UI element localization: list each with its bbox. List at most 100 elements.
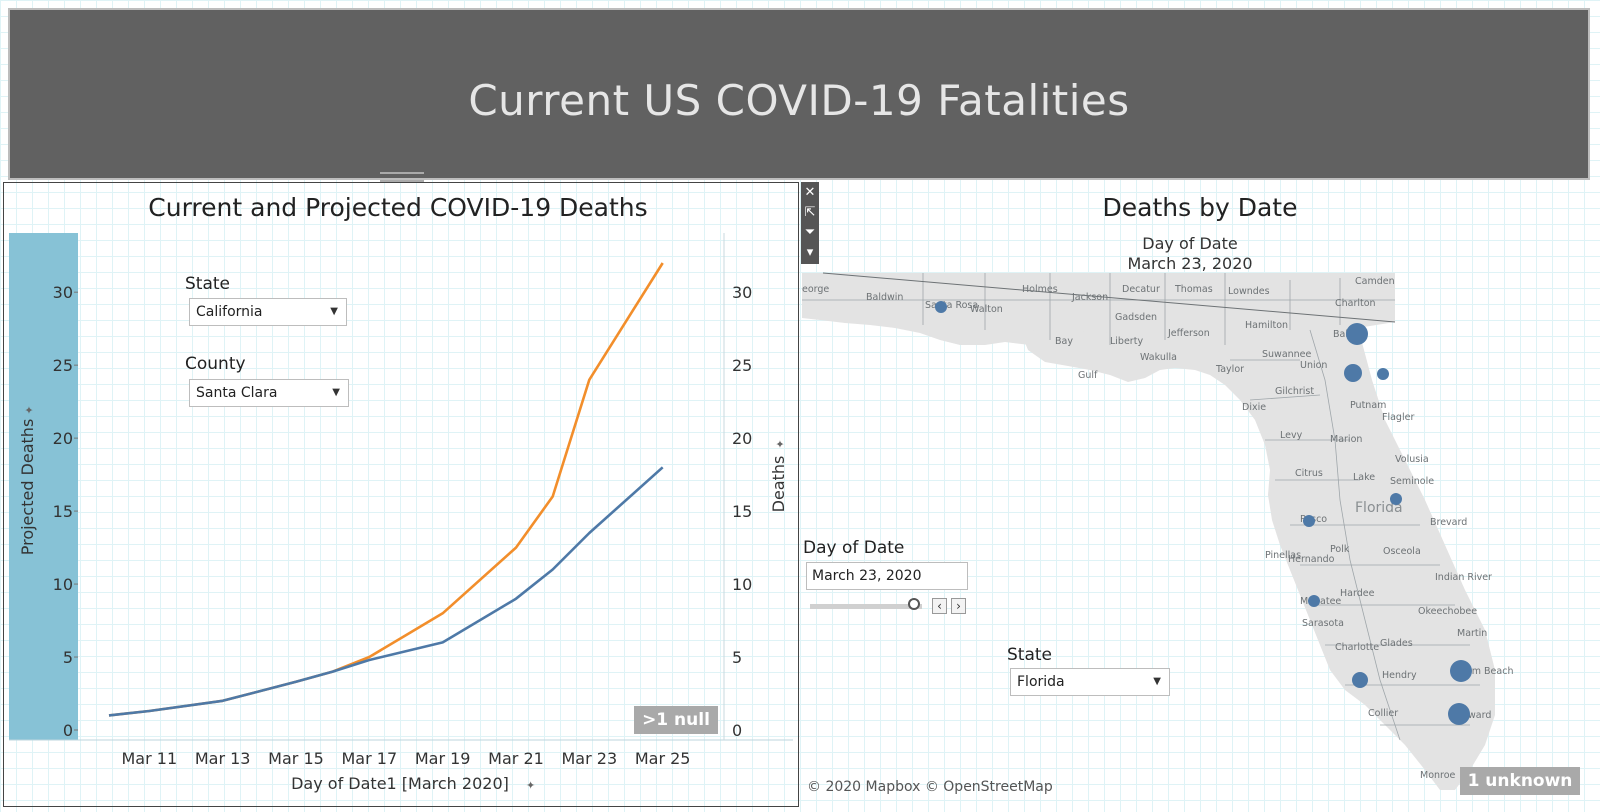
county-dropdown-value: Santa Clara [196,385,278,401]
y-left-tick-label: 20 [53,429,73,448]
day-of-date-label: Day of Date [803,538,905,558]
x-ticks: Mar 11 Mar 13 Mar 15 Mar 17 Mar 19 Mar 21 Mar … [122,749,691,768]
map-place-label: Flagler [1382,412,1414,423]
florida-land [1020,322,1495,790]
x-tick-label: Mar 17 [342,749,398,768]
header-banner: Current US COVID-19 Fatalities [8,8,1590,180]
chevron-down-icon: ▼ [330,306,338,317]
next-date-button[interactable]: › [951,598,966,614]
map-bubble[interactable] [1344,364,1362,382]
map-place-label: Broward [1452,710,1491,721]
georgia-alabama-region [802,273,1395,352]
map-place-label: Union [1300,360,1327,371]
filter-icon[interactable]: ⏷ [804,225,816,240]
y2-axis-label[interactable]: Deaths [769,456,788,513]
map-place-label: Levy [1280,430,1303,441]
map-bubble[interactable] [1390,493,1402,505]
map-place-label: Okeechobee [1418,606,1477,617]
county-borders [802,273,1480,741]
map-state-filter-label: State [1007,645,1052,665]
y-right-ticks: 0 5 10 15 20 25 30 [732,283,752,740]
x-tick-label: Mar 25 [635,749,691,768]
y-left-tick-label: 30 [53,283,73,302]
map-place-label: Hamilton [1245,320,1288,331]
line-chart-title: Current and Projected COVID-19 Deaths [148,193,648,222]
map-subtitle-label: Day of Date [1142,234,1238,253]
map-bubble[interactable] [1450,660,1472,682]
series-lines [108,262,664,717]
map-bubble[interactable] [1448,703,1470,725]
worksheet-toolbar: ✕ ⇱ ⏷ ▾ [801,182,819,264]
map-bubble[interactable] [1352,672,1368,688]
close-icon[interactable]: ✕ [804,185,816,200]
map-place-label: Wakulla [1140,352,1177,363]
resize-handle[interactable] [380,172,424,182]
x-axis-pin-icon: ✦ [526,779,535,792]
map-bubble[interactable] [1346,323,1368,345]
map-place-label: Taylor [1215,364,1244,375]
map-place-label: Florida [1355,500,1403,516]
y-axis-label[interactable]: Projected Deaths [18,419,37,556]
map-place-label: Jackson [1071,292,1108,303]
map-place-label: Dixie [1242,402,1266,413]
y-left-tick-label: 25 [53,356,73,375]
map-attribution[interactable]: © 2020 Mapbox © OpenStreetMap [807,779,1053,795]
y-axis-highlight [9,233,78,740]
state-dropdown[interactable]: California ▼ [189,298,347,326]
map-place-label: Pinellas [1265,550,1301,561]
page-title: Current US COVID-19 Fatalities [468,76,1130,125]
date-slider-track[interactable] [810,604,922,609]
map-bubble[interactable] [1377,368,1389,380]
x-tick-label: Mar 21 [488,749,544,768]
map-place-label: Decatur [1122,284,1160,295]
state-border [822,272,1396,323]
county-filter-label: County [185,354,246,374]
chevron-down-icon: ▼ [1153,676,1161,687]
map-state-dropdown[interactable]: Florida ▼ [1010,668,1170,696]
projected-deaths-panel [3,182,799,807]
map-bubble[interactable] [935,301,947,313]
map-place-label: Sarasota [1302,618,1344,629]
y-right-tick-label: 15 [732,502,752,521]
map-place-label: Indian River [1435,572,1492,583]
y-left-ticks: 0 5 10 15 20 25 30 [53,283,78,740]
map-subtitle-value: March 23, 2020 [1127,254,1253,273]
date-input[interactable]: March 23, 2020 [806,562,968,590]
map-place-label: Brevard [1430,517,1467,528]
map-place-label: Monroe [1420,770,1456,781]
map-place-label: Camden [1355,276,1395,287]
map-place-label: Osceola [1383,546,1421,557]
series-line-actual[interactable] [108,466,664,717]
map-place-label: Palm Beach [1458,666,1513,677]
pop-out-icon[interactable]: ⇱ [804,205,816,220]
null-indicator[interactable]: >1 null [634,706,718,734]
y-right-tick-label: 20 [732,429,752,448]
map-place-label: Martin [1457,628,1487,639]
x-tick-label: Mar 19 [415,749,471,768]
unknown-indicator[interactable]: 1 unknown [1460,767,1580,795]
map-place-label: Citrus [1295,468,1323,479]
map-place-label: Liberty [1110,336,1143,347]
map-place-label: Gadsden [1115,312,1157,323]
x-axis-label[interactable]: Day of Date1 [March 2020] [291,774,509,793]
date-input-value: March 23, 2020 [812,568,922,584]
map-bubble[interactable] [1303,515,1315,527]
x-tick-label: Mar 15 [268,749,324,768]
prev-date-button[interactable]: ‹ [932,598,947,614]
map-place-label: Suwannee [1262,349,1312,360]
map-place-label: Baldwin [866,292,903,303]
y-right-tick-label: 5 [732,648,742,667]
chevron-down-icon: ▼ [332,387,340,398]
death-bubbles[interactable] [935,301,1472,725]
map-place-label: Seminole [1390,476,1434,487]
map-bubble[interactable] [1308,595,1320,607]
county-dropdown[interactable]: Santa Clara ▼ [189,379,349,407]
map-place-label: Hardee [1340,588,1375,599]
map-place-label: Thomas [1174,284,1213,295]
date-slider-knob[interactable] [908,598,920,610]
more-options-icon[interactable]: ▾ [806,245,814,260]
map-place-label: Lowndes [1228,286,1270,297]
